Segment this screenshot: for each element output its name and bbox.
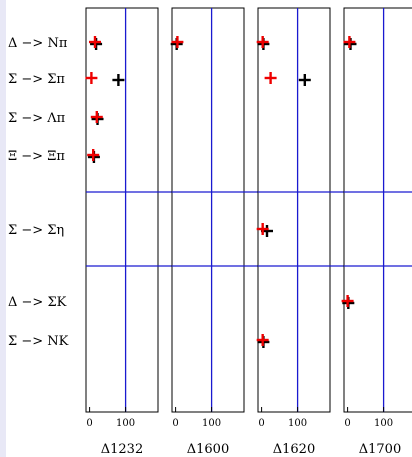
row-label: Δ −> ΣK (8, 295, 67, 310)
x-tick-label: 0 (172, 418, 178, 429)
x-tick-label: 0 (344, 418, 350, 429)
x-tick-label: 100 (116, 418, 135, 429)
panel-frame (257, 7, 331, 413)
row-label: Δ −> Nπ (8, 36, 68, 51)
x-tick-label: 100 (288, 418, 307, 429)
panel-label: Δ1620 (273, 442, 315, 457)
red-point (87, 149, 100, 161)
row-label: Σ −> Ση (8, 223, 64, 238)
panel-label: Δ1232 (101, 442, 143, 457)
red-point (341, 295, 354, 307)
panel-frame (343, 7, 412, 413)
x-tick-label: 100 (202, 418, 221, 429)
red-point (264, 72, 277, 84)
panel-frame (171, 7, 245, 413)
red-point (343, 36, 356, 48)
x-tick-label: 0 (258, 418, 264, 429)
row-label: Σ −> NK (8, 334, 69, 349)
row-label: Σ −> Λπ (8, 111, 66, 126)
figure-margin-strip (0, 0, 6, 457)
x-tick-label: 0 (86, 418, 92, 429)
red-point (171, 36, 184, 48)
row-label: Σ −> Σπ (8, 72, 65, 87)
red-point (90, 111, 103, 123)
row-label: Ξ −> Ξπ (8, 149, 65, 164)
x-tick-label: 100 (374, 418, 393, 429)
panel-label: Δ1600 (187, 442, 229, 457)
panel-frame (85, 7, 159, 413)
black-point (112, 74, 125, 86)
red-point (89, 36, 101, 48)
red-point (256, 36, 269, 48)
red-point (85, 72, 98, 84)
panel-label: Δ1700 (359, 442, 401, 457)
red-point (256, 334, 269, 346)
black-point (298, 74, 311, 86)
red-point (256, 223, 269, 235)
